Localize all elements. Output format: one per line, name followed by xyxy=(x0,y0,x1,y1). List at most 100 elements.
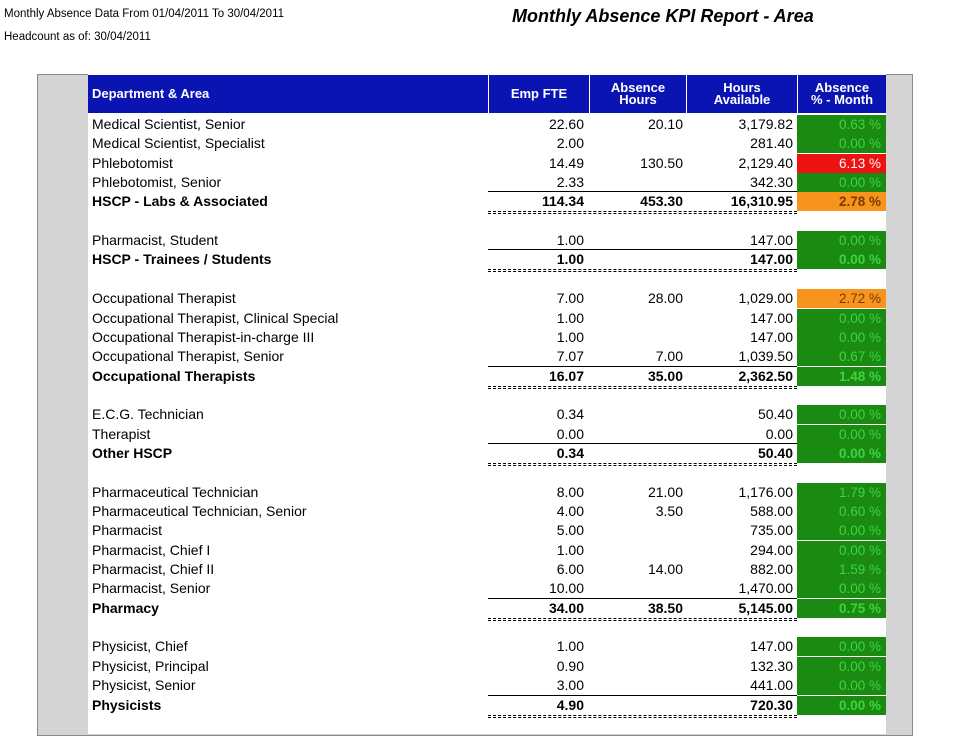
table-row: Phlebotomist 14.49 130.50 2,129.40 6.13 % xyxy=(88,153,886,173)
table-row: Occupational Therapist-in-charge III 1.00… xyxy=(88,327,886,347)
cell-department: Physicist, Principal xyxy=(92,657,209,674)
cell-absence-hours: 35.00 xyxy=(647,367,683,384)
cell-absence-pct: 0.75 % xyxy=(797,598,886,618)
cell-department: Medical Scientist, Specialist xyxy=(92,135,265,152)
cell-department: Phlebotomist xyxy=(92,154,173,171)
cell-absence-pct: 2.72 % xyxy=(797,289,886,309)
subtotal-row: HSCP - Trainees / Students 1.00 147.00 0.00… xyxy=(88,249,886,273)
cell-absence-pct: 0.67 % xyxy=(797,347,886,367)
subtotal-rule xyxy=(488,597,797,599)
table-row: Occupational Therapist 7.00 28.00 1,029.00 2… xyxy=(88,289,886,309)
report-title: Monthly Absence KPI Report - Area xyxy=(512,6,814,26)
cell-department: Medical Scientist, Senior xyxy=(92,116,246,132)
cell-absence-pct: 0.00 % xyxy=(797,250,886,270)
cell-department: Pharmacist, Senior xyxy=(92,580,211,597)
table-row: Physicist, Senior 3.00 441.00 0.00 % xyxy=(88,676,886,696)
cell-hours-available: 2,362.50 xyxy=(738,367,794,384)
cell-emp-fte: 114.34 xyxy=(541,193,584,210)
cell-department: Therapist xyxy=(92,425,151,442)
cell-absence-pct: 0.00 % xyxy=(797,134,886,154)
subtotal-rule xyxy=(488,191,797,193)
subtotal-rule xyxy=(488,442,797,444)
cell-emp-fte: 1.00 xyxy=(556,638,584,655)
table-row: Physicist, Chief 1.00 147.00 0.00 % xyxy=(88,637,886,657)
cell-emp-fte: 2.00 xyxy=(556,135,584,152)
table-row: Pharmaceutical Technician 8.00 21.00 1,176.… xyxy=(88,482,886,502)
cell-absence-pct: 0.00 % xyxy=(797,405,886,425)
cell-emp-fte: 16.07 xyxy=(548,367,584,384)
cell-absence-hours: 20.10 xyxy=(647,116,683,132)
table-row: Occupational Therapist, Senior 7.07 7.00 1,… xyxy=(88,347,886,367)
cell-emp-fte: 1.00 xyxy=(556,232,584,249)
col-header-absence-pct: Absence % - Month xyxy=(810,80,874,107)
cell-hours-available: 147.00 xyxy=(750,328,793,345)
cell-hours-available: 1,176.00 xyxy=(738,483,794,500)
cell-absence-hours: 38.50 xyxy=(647,599,683,616)
cell-department: Pharmaceutical Technician, Senior xyxy=(92,503,307,519)
cell-department: Occupational Therapist, Senior xyxy=(92,348,284,365)
subtotal-double-rule xyxy=(488,617,797,621)
cell-absence-pct: 0.00 % xyxy=(797,656,886,676)
cell-department: Pharmacist, Chief II xyxy=(92,561,215,578)
cell-emp-fte: 4.90 xyxy=(556,696,584,713)
subtotal-row: Pharmacy 34.00 38.50 5,145.00 0.75 % xyxy=(88,597,886,621)
cell-hours-available: 735.00 xyxy=(750,522,793,539)
subtotal-rule xyxy=(488,249,797,251)
cell-absence-pct: 2.78 % xyxy=(797,192,886,212)
cell-department: Occupational Therapists xyxy=(92,367,256,384)
cell-emp-fte: 8.00 xyxy=(556,483,584,500)
subtotal-row: Other HSCP 0.34 50.40 0.00 % xyxy=(88,442,886,466)
cell-absence-pct: 1.59 % xyxy=(797,560,886,580)
cell-hours-available: 342.30 xyxy=(750,174,793,191)
cell-absence-pct: 0.00 % xyxy=(797,521,886,541)
cell-hours-available: 1,470.00 xyxy=(738,580,794,597)
cell-department: Pharmacist xyxy=(92,522,163,539)
cell-absence-pct: 1.79 % xyxy=(797,482,886,502)
subtotal-row: Physicists 4.90 720.30 0.00 % xyxy=(88,694,886,718)
cell-hours-available: 147.00 xyxy=(750,232,793,249)
cell-emp-fte: 1.00 xyxy=(556,328,584,345)
cell-department: Pharmaceutical Technician xyxy=(92,483,259,500)
cell-department: HSCP - Labs & Associated xyxy=(92,193,268,210)
cell-absence-pct: 0.00 % xyxy=(797,308,886,328)
cell-department: Physicist, Senior xyxy=(92,677,196,694)
cell-hours-available: 147.00 xyxy=(750,251,793,268)
cell-absence-pct: 0.00 % xyxy=(797,579,886,599)
cell-department: E.C.G. Technician xyxy=(92,406,204,423)
cell-hours-available: 720.30 xyxy=(750,696,793,713)
cell-emp-fte: 22.60 xyxy=(548,116,584,132)
table-row: Medical Scientist, Senior 22.60 20.10 3,179… xyxy=(88,115,886,134)
cell-hours-available: 882.00 xyxy=(750,561,793,578)
cell-absence-pct: 0.00 % xyxy=(797,695,886,715)
cell-department: Phlebotomist, Senior xyxy=(92,174,222,191)
cell-absence-pct: 0.63 % xyxy=(797,115,886,134)
cell-absence-pct: 0.00 % xyxy=(797,173,886,193)
cell-department: Other HSCP xyxy=(92,444,173,461)
headcount-date: Headcount as of: 30/04/2011 xyxy=(4,31,151,43)
cell-emp-fte: 7.00 xyxy=(556,290,584,307)
cell-absence-pct: 0.00 % xyxy=(797,637,886,657)
cell-absence-hours: 14.00 xyxy=(647,561,683,578)
cell-hours-available: 3,179.82 xyxy=(738,116,794,132)
subtotal-rule xyxy=(488,694,797,696)
subtotal-row: HSCP - Labs & Associated 114.34 453.30 16,3… xyxy=(88,191,886,215)
subtotal-double-rule xyxy=(488,385,797,389)
cell-absence-hours: 453.30 xyxy=(640,193,683,210)
report-sheet xyxy=(88,74,886,734)
col-header-department: Department & Area xyxy=(92,86,210,101)
cell-absence-pct: 0.60 % xyxy=(797,502,886,521)
cell-department: Pharmacy xyxy=(92,599,159,616)
cell-absence-pct: 1.48 % xyxy=(797,366,886,386)
cell-emp-fte: 4.00 xyxy=(556,503,584,519)
cell-emp-fte: 10.00 xyxy=(548,580,584,597)
cell-absence-pct: 0.00 % xyxy=(797,443,886,463)
subtotal-double-rule xyxy=(488,211,797,215)
cell-emp-fte: 14.49 xyxy=(548,154,584,171)
cell-hours-available: 147.00 xyxy=(750,638,793,655)
cell-hours-available: 0.00 xyxy=(765,425,793,442)
table-row: Pharmacist, Student 1.00 147.00 0.00 % xyxy=(88,231,886,251)
cell-hours-available: 132.30 xyxy=(750,657,793,674)
table-row: Pharmaceutical Technician, Senior 4.00 3.5… xyxy=(88,502,886,521)
cell-hours-available: 147.00 xyxy=(750,309,793,326)
table-row: Phlebotomist, Senior 2.33 342.30 0.00 % xyxy=(88,173,886,193)
